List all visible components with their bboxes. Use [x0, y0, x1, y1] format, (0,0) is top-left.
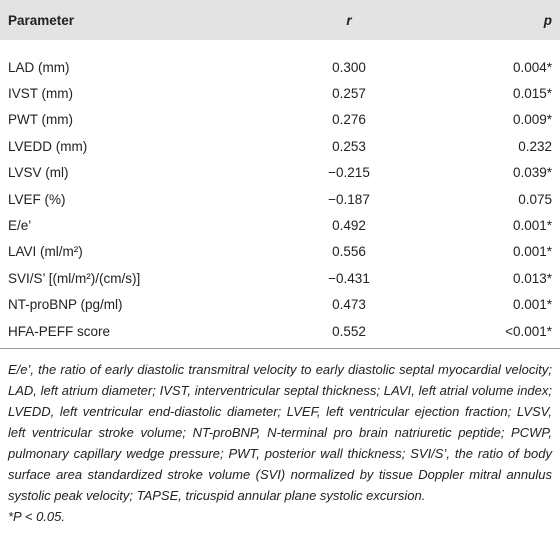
- table-cell: <0.001*: [432, 317, 560, 350]
- header-row: Parameter r p: [0, 0, 560, 40]
- table-cell: 0.075: [518, 191, 552, 207]
- table-cell: −0.187: [328, 191, 370, 207]
- table-row: LAVI (ml/m²) 0.556 0.001*: [0, 239, 560, 265]
- table-cell: 0.001*: [512, 218, 552, 234]
- table-cell: 0.004*: [512, 59, 552, 75]
- table-cell: NT-proBNP (pg/ml): [8, 297, 123, 313]
- header-cell: r: [266, 0, 432, 40]
- header-cell: p: [432, 0, 560, 40]
- table-row: LAD (mm) 0.300 0.004*: [0, 40, 560, 80]
- data-table: Parameter r p LAD (mm) 0.300 0.004* IVST (m…: [0, 0, 560, 350]
- table-cell: LAVI (ml/m²): [8, 244, 83, 260]
- table-cell: LVSV (ml): [8, 165, 69, 181]
- table-row: LVSV (ml) −0.215 0.039*: [0, 160, 560, 186]
- table-cell: 0.552: [266, 317, 432, 350]
- table-row: HFA-PEFF score 0.552 <0.001*: [0, 317, 560, 350]
- table-cell: 0.276: [332, 112, 366, 128]
- table-cell: SVI/S’ [(ml/m²)/(cm/s)]: [8, 270, 141, 286]
- table-row: SVI/S’ [(ml/m²)/(cm/s)] −0.431 0.013*: [0, 265, 560, 291]
- table-cell: 0.232: [518, 138, 552, 154]
- header-cell: Parameter: [0, 0, 266, 40]
- table-cell: −0.431: [328, 270, 370, 286]
- table-cell: −0.215: [328, 165, 370, 181]
- table-cell: E/e’: [8, 218, 32, 234]
- table-header: Parameter r p: [0, 0, 560, 40]
- table-body: LAD (mm) 0.300 0.004* IVST (mm) 0.257 0.015* P…: [0, 40, 560, 350]
- table-cell: 0.492: [332, 218, 366, 234]
- significance-note: *P < 0.05.: [8, 509, 65, 525]
- table-cell: HFA-PEFF score: [0, 317, 266, 350]
- table-row: LVEDD (mm) 0.253 0.232: [0, 133, 560, 159]
- table-row: IVST (mm) 0.257 0.015*: [0, 80, 560, 106]
- table-row: NT-proBNP (pg/ml) 0.473 0.001*: [0, 292, 560, 318]
- table-cell: 0.001*: [512, 297, 552, 313]
- table-cell: 0.039*: [512, 165, 552, 181]
- table-cell: LVEF (%): [8, 191, 66, 207]
- table-cell: 0.001*: [512, 244, 552, 260]
- table-cell: LAD (mm): [8, 59, 70, 75]
- table-row: LVEF (%) −0.187 0.075: [0, 186, 560, 212]
- table-row: PWT (mm) 0.276 0.009*: [0, 107, 560, 133]
- footnote: E/e’, the ratio of early diastolic trans…: [8, 362, 552, 504]
- table-cell: 0.013*: [512, 270, 552, 286]
- table-cell: LVEDD (mm): [8, 138, 88, 154]
- table-cell: IVST (mm): [8, 86, 73, 102]
- table-cell: PWT (mm): [8, 112, 73, 128]
- table-cell: 0.009*: [512, 112, 552, 128]
- table-cell: 0.300: [332, 59, 366, 75]
- table-cell: 0.257: [332, 86, 366, 102]
- table-cell: 0.015*: [512, 86, 552, 102]
- table-cell: 0.556: [332, 244, 366, 260]
- table-row: E/e’ 0.492 0.001*: [0, 212, 560, 238]
- table-cell: 0.253: [332, 138, 366, 154]
- table-cell: 0.473: [332, 297, 366, 313]
